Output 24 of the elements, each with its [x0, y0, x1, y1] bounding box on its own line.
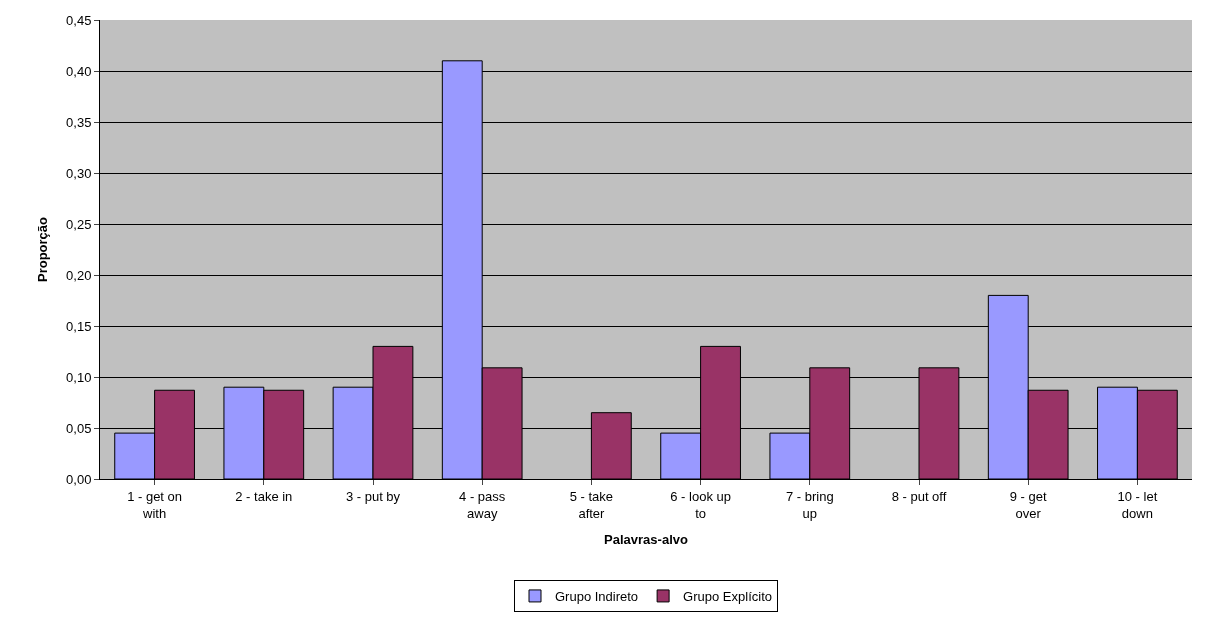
- x-tick-label: 3 - put by: [345, 488, 401, 504]
- y-tick-label: 0,25: [66, 216, 92, 232]
- x-tick-label: 9 - get over: [1009, 488, 1048, 521]
- y-tick-label: 0,45: [66, 12, 92, 28]
- x-tick-label: 7 - bring up: [785, 488, 834, 521]
- legend-label: Grupo Explícito: [683, 589, 772, 604]
- y-tick-label: 0,15: [66, 318, 92, 334]
- y-tick-label: 0,40: [66, 63, 92, 79]
- y-axis-title: Proporção: [35, 216, 51, 283]
- x-tick-label: 5 - take after: [569, 488, 614, 521]
- x-tick-label: 4 - pass away: [459, 488, 506, 521]
- y-tick-label: 0,10: [66, 369, 92, 385]
- x-tick-label: 8 - put off: [891, 488, 947, 504]
- y-tick-label: 0,20: [66, 267, 92, 283]
- y-tick-label: 0,30: [66, 165, 92, 181]
- x-axis-title: Palavras-alvo: [604, 532, 688, 548]
- y-tick-label: 0,35: [66, 114, 92, 130]
- x-tick-label: 6 - look up to: [670, 488, 731, 521]
- y-tick-label: 0,00: [66, 471, 92, 487]
- x-tick-label: 10 - let down: [1117, 488, 1158, 521]
- x-tick-label: 1 - get on with: [127, 488, 183, 521]
- legend-label: Grupo Indireto: [555, 589, 639, 604]
- y-tick-label: 0,05: [66, 420, 92, 436]
- x-tick-label: 2 - take in: [235, 488, 293, 504]
